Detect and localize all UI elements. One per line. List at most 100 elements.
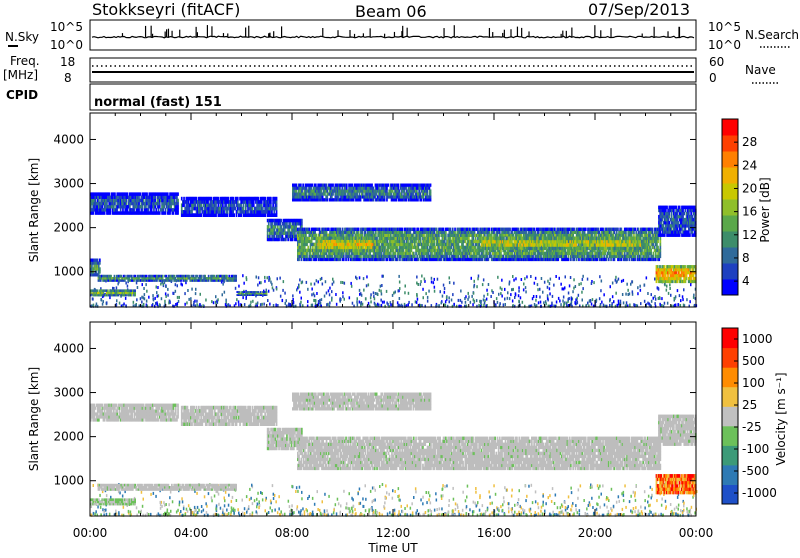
range-gate-cell [600,289,602,292]
range-gate-cell [114,192,116,196]
range-gate-cell [601,255,603,258]
range-gate-cell [375,234,377,237]
range-gate-cell [399,281,401,284]
range-gate-cell [355,276,357,279]
range-gate-cell [146,300,148,303]
range-gate-cell [177,302,179,305]
range-gate-cell [361,231,363,234]
range-gate-cell [538,231,540,234]
range-gate-cell [162,283,164,286]
range-gate-cell [610,258,612,261]
range-gate-cell [434,243,436,246]
range-gate-cell [613,234,615,237]
range-gate-cell [428,243,430,246]
cpid-label: CPID [6,88,38,102]
range-gate-cell [335,293,337,296]
range-gate-cell [632,290,634,293]
range-gate-cell [190,297,192,300]
range-gate-cell [359,289,361,292]
range-gate-cell [256,276,258,279]
range-gate-cell [399,287,401,290]
sky-left-label: N.Sky [5,30,39,44]
range-gate-cell [359,276,361,279]
range-gate-cell [309,237,311,240]
range-gate-cell [560,283,562,286]
range-gate-cell [599,297,601,300]
range-gate-cell [177,296,179,299]
range-gate-cell [269,303,271,306]
range-gate-cell [520,296,522,299]
range-gate-cell [373,231,375,234]
range-gate-cell [370,296,372,299]
range-gate-cell [91,264,93,267]
range-gate-cell [390,252,392,255]
range-gate-cell [285,302,287,305]
range-gate-cell [584,255,586,258]
range-gate-cell [488,283,490,286]
range-gate-cell [148,296,150,299]
range-gate-cell [626,283,628,286]
range-gate-cell [267,299,269,302]
range-gate-cell [279,222,281,226]
beam-title: Beam 06 [355,2,427,21]
range-gate-cell [477,277,479,280]
range-gate-cell [284,228,286,232]
range-gate-cell [614,231,616,234]
range-gate-cell [486,298,488,301]
range-gate-cell [491,255,493,258]
sky-noise-spikes [122,25,679,37]
range-gate-cell [513,234,515,237]
range-gate-cell [174,199,176,203]
range-gate-cell [657,287,659,290]
range-gate-cell [460,299,462,302]
range-gate-cell [283,280,285,283]
range-gate-cell [170,205,172,209]
range-gate-cell [157,286,159,289]
range-gate-cell [195,292,197,295]
range-gate-cell [92,211,94,215]
range-gate-cell [568,258,570,261]
range-gate-cell [593,281,595,284]
range-gate-cell [482,258,484,261]
range-gate-cell [599,275,601,278]
range-gate-cell [526,275,528,278]
range-gate-cell [575,298,577,301]
range-gate-cell [288,303,290,306]
range-gate-cell [408,292,410,295]
range-gate-cell [558,297,560,300]
range-gate-cell [98,264,100,267]
range-gate-cell [157,303,159,306]
range-gate-cell [578,283,580,286]
range-gate-cell [460,249,462,252]
range-gate-cell [110,208,112,212]
range-gate-cell [311,258,313,261]
range-gate-cell [581,291,583,294]
range-gate-cell [423,296,425,299]
range-gate-cell [279,277,281,280]
range-gate-cell [525,290,527,293]
range-gate-cell [177,199,179,203]
range-gate-cell [610,285,612,288]
range-gate-cell [134,208,136,212]
range-gate-cell [345,258,347,261]
range-gate-cell [306,252,308,255]
range-gate-cell [478,243,480,246]
range-gate-cell [458,299,460,302]
range-gate-cell [612,282,614,285]
range-gate-cell [176,196,178,200]
range-gate-cell [258,276,260,279]
range-gate-cell [141,301,143,304]
range-gate-cell [514,296,516,299]
range-gate-cell [187,289,189,292]
range-gate-cell [266,291,268,293]
range-gate-cell [518,294,520,297]
range-gate-cell [569,284,571,287]
range-gate-cell [242,296,244,299]
range-gate-cell [568,255,570,258]
range-gate-cell [116,303,118,306]
range-gate-cell [126,202,128,206]
range-gate-cell [523,283,525,286]
range-gate-cell [449,255,451,258]
range-gate-cell [392,258,394,261]
